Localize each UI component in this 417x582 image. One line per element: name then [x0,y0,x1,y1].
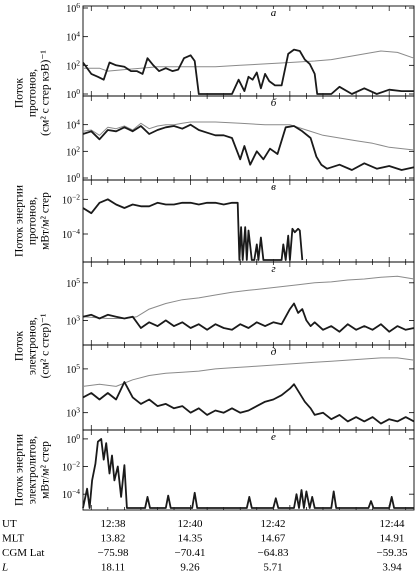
series-line-thick-black [82,48,414,95]
panel-1: 100 102 104 б [66,95,415,185]
table-cell: −75.98 [98,547,129,559]
y-tick-label: 106 [66,1,80,15]
y-tick-label: 104 [66,118,80,132]
y-tick-label: 104 [66,30,80,44]
panel-frame [82,95,415,181]
panel-tag: д [271,346,277,358]
y-tick-label: 102 [66,58,80,72]
y-tick-label: 100 [66,171,80,185]
panel-tag: е [271,431,276,443]
table-cell: 5.71 [263,562,282,574]
y-tick-label: 10−4 [62,227,80,241]
y-axis-label-line: протонов, [26,196,39,246]
series-line-thick-black [82,302,415,333]
table-cell: 3.94 [382,562,402,574]
panel-tag: б [271,97,277,109]
panel-frame [82,179,415,263]
panel-tag: в [271,181,276,193]
panel-2: 10−2 10−4 в [62,179,415,263]
panel-frame [82,344,415,431]
table-row-label: CGM Lat [2,547,44,559]
y-axis-label-line: мВт/м² стер [39,192,52,250]
table-cell: 12:44 [379,518,405,530]
table-cell: −70.41 [175,547,206,559]
table-row-label: L [1,562,8,574]
y-axis-label-line: Поток энергии [13,434,26,506]
series-line-thin-gray [82,121,415,151]
y-tick-label: 103 [66,406,80,420]
table-cell: 12:38 [100,518,126,530]
series-line-thick-black [82,437,414,509]
y-tick-label: 100 [66,432,80,446]
panel-tag: г [271,263,276,275]
y-axis-label-line: (см² с стер кэВ)⁻¹ [39,50,52,136]
table-cell: 13.82 [101,533,126,545]
y-tick-label: 10−2 [62,460,80,474]
y-axis-label-line: мВт/м² стер [39,441,52,499]
y-tick-label: 105 [66,276,80,290]
y-axis-label-line: протонов, [26,68,39,118]
table-cell: 12:42 [260,518,285,530]
y-axis-label-line: Поток [13,330,26,362]
y-axis-label-line: электролитов, [26,435,39,505]
series-line-thin-gray [82,275,415,319]
panel-frame [82,5,415,97]
table-cell: 18.11 [101,562,125,574]
y-tick-label: 102 [66,144,80,158]
series-line-thick-black [82,381,415,425]
panel-tag: а [271,7,277,19]
y-tick-label: 103 [66,313,80,327]
series-line-thin-gray [83,50,415,72]
table-cell: −64.83 [258,547,289,559]
table-cell: −59.35 [377,547,408,559]
y-tick-label: 10−4 [62,487,80,501]
y-tick-label: 105 [66,362,80,376]
series-line-thick-black [82,198,304,261]
panel-3: 103 105 г [66,261,415,346]
table-cell: 14.35 [178,533,203,545]
y-axis-label-line: электронов, [26,317,39,375]
series-line-thick-black [82,123,415,171]
table-cell: 14.91 [380,533,405,545]
panel-5: 100 10−2 10−4 е [62,429,415,511]
panel-0: 100 102 104 106 а [66,1,415,101]
table-cell: 12:40 [177,518,203,530]
y-axis-label-line: (см² с стер)⁻¹ [39,313,52,379]
y-axis-label-line: Поток [13,77,26,109]
panel-4: 103 105 д [66,344,415,431]
orbit-table: UT 12:38 12:40 12:42 12:44 MLT 13.82 14.35 14.67… [1,518,408,574]
y-tick-label: 10−2 [62,192,80,206]
panel-frame [82,261,415,346]
y-axis-label-line: Поток энергии [13,185,26,257]
table-cell: 9.26 [180,562,200,574]
table-row-label: UT [2,518,17,530]
y-tick-label: 100 [66,87,80,101]
table-cell: 14.67 [261,533,286,545]
table-row-label: MLT [2,533,24,545]
series-line-thin-gray [82,357,415,387]
panel-frame [82,429,415,511]
